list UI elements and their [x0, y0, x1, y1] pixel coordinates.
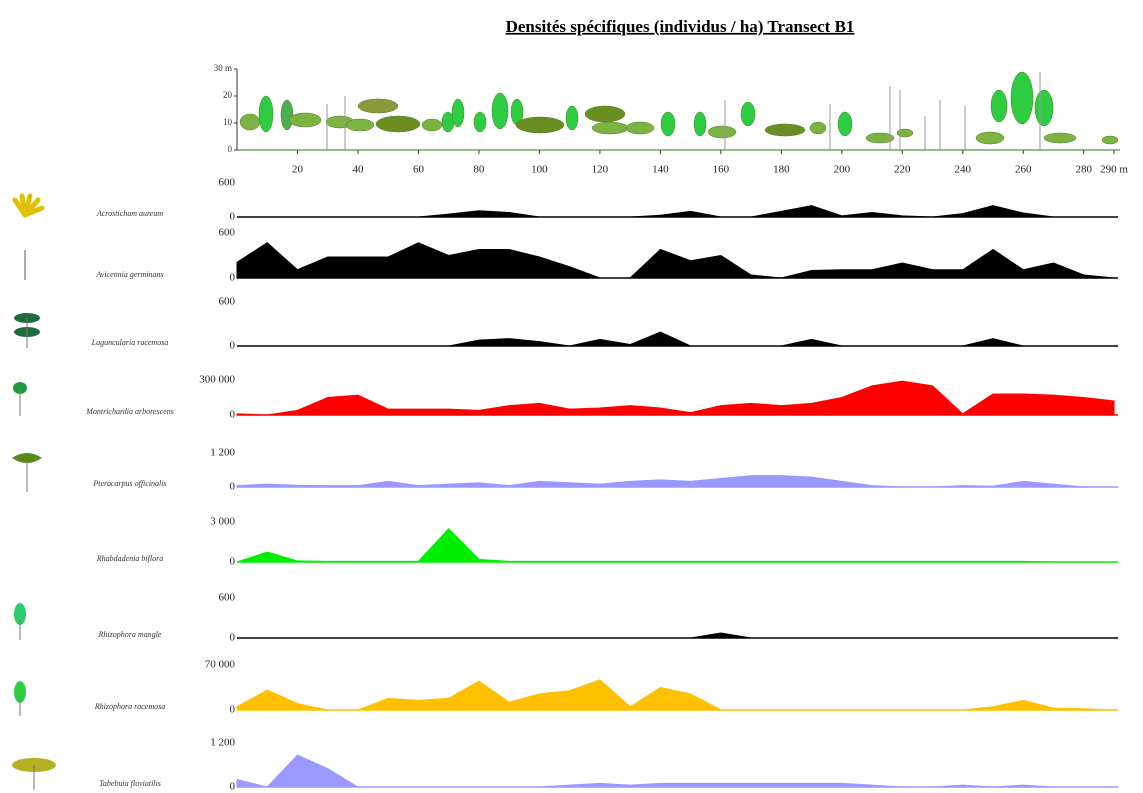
y-tick-label: 70 000: [205, 659, 236, 671]
series-name: Rhabdadenia biflora: [96, 554, 163, 563]
y-tick-label: 0: [230, 781, 236, 793]
x-tick-label: 180: [773, 164, 790, 176]
area: [237, 331, 1114, 347]
y-tick-label: 0: [230, 211, 236, 223]
series-name: Avicennia germinans: [95, 270, 163, 279]
y-tick-label: 3 000: [210, 516, 235, 528]
y-tick-label: 0: [230, 704, 236, 716]
y-tick-label: 300 000: [199, 374, 235, 386]
y-tick-label: 1 200: [210, 737, 235, 749]
y-tick-label: 600: [219, 227, 236, 239]
y-tick-label: 0: [230, 481, 236, 493]
y-tick-label: 0: [230, 272, 236, 284]
series-name: Pterocarpus officinalis: [92, 479, 166, 488]
x-tick-label: 290 m: [1100, 164, 1128, 176]
area: [236, 527, 1114, 563]
x-tick-label: 160: [713, 164, 730, 176]
y-tick-label: 600: [219, 296, 236, 308]
series-name: Laguncularia racemosa: [91, 338, 169, 347]
profile-tick-label: 0: [228, 144, 233, 154]
series-name: Tabebuia fluviatilis: [99, 779, 161, 788]
y-tick-label: 1 200: [210, 447, 235, 459]
area: [237, 205, 1114, 218]
y-tick-label: 0: [230, 556, 236, 568]
x-tick-label: 240: [955, 164, 972, 176]
area: [236, 380, 1115, 416]
y-tick-label: 0: [230, 340, 236, 352]
y-tick-label: 600: [219, 177, 236, 189]
x-tick-label: 120: [592, 164, 609, 176]
x-tick-label: 40: [352, 164, 364, 176]
x-tick-label: 200: [834, 164, 851, 176]
species-icons: [12, 193, 56, 790]
x-tick-label: 20: [292, 164, 304, 176]
series-name: Montrichardia arborescens: [85, 407, 174, 416]
y-tick-label: 0: [230, 632, 236, 644]
x-tick-label: 100: [531, 164, 548, 176]
x-tick-label: 80: [473, 164, 485, 176]
x-tick-label: 220: [894, 164, 911, 176]
x-tick-label: 60: [413, 164, 425, 176]
chart-title: Densités spécifiques (individus / ha) Tr…: [506, 17, 855, 36]
x-tick-label: 280: [1076, 164, 1093, 176]
y-tick-label: 0: [230, 409, 236, 421]
profile-tick-label: 20: [223, 90, 233, 100]
area: [236, 242, 1115, 279]
x-tick-label: 260: [1015, 164, 1032, 176]
area: [236, 475, 1114, 488]
area: [236, 754, 1114, 788]
x-tick-label: 140: [652, 164, 669, 176]
vegetation-profile: [237, 71, 1120, 151]
series-name: Rhizophora mangle: [98, 630, 162, 639]
series-name: Rhizophora racemosa: [94, 702, 165, 711]
series-name: Acrostichum aureum: [96, 209, 164, 218]
area: [236, 679, 1115, 711]
y-tick-label: 600: [219, 592, 236, 604]
profile-tick-label: 10: [223, 117, 233, 127]
profile-tick-label: 30 m: [214, 63, 232, 73]
